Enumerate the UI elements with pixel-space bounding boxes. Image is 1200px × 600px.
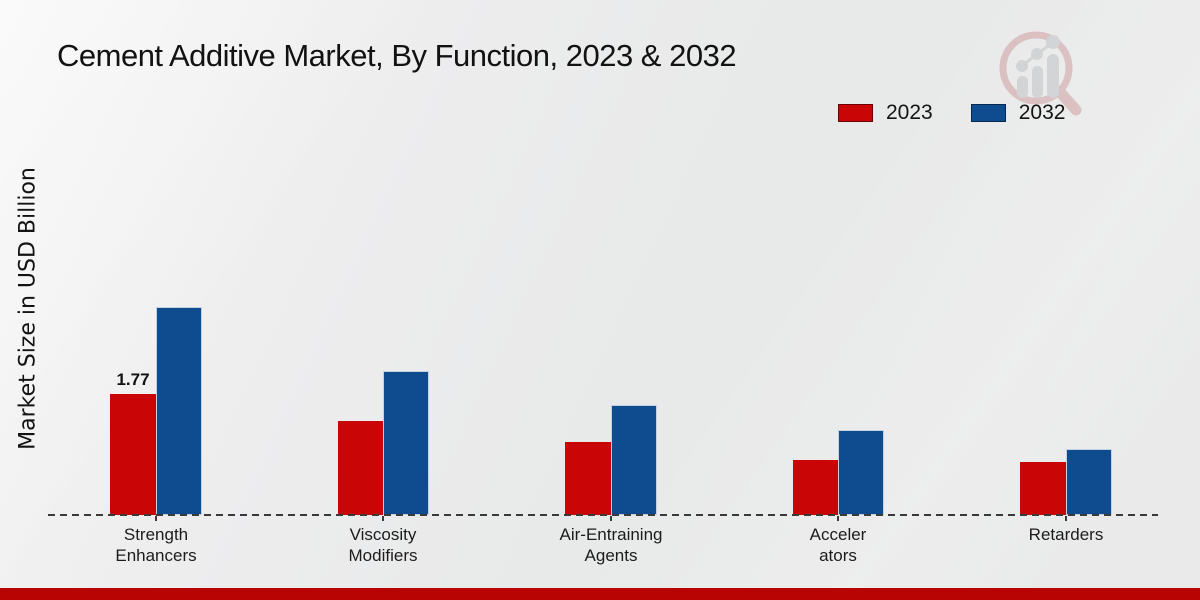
x-axis-tick: [155, 516, 157, 521]
x-axis-tick: [837, 516, 839, 521]
legend-label-2023: 2023: [886, 101, 933, 124]
bar-2023-air-entraining-agents: [565, 442, 611, 515]
category-label: Air-Entraining Agents: [559, 525, 663, 565]
magnifier-bar-chart-logo-icon: [992, 26, 1084, 127]
legend-swatch-2023: [838, 104, 873, 122]
x-axis-tick: [382, 516, 384, 521]
footer-accent-band: [0, 588, 1200, 600]
y-axis-label: Market Size in USD Billion: [15, 167, 41, 450]
logo-connector-1: [1025, 55, 1034, 65]
logo-connector-2: [1040, 44, 1049, 53]
logo-dot-2: [1031, 48, 1043, 60]
logo-dot-1: [1016, 60, 1028, 72]
bar-2032-strength-enhancers: [156, 307, 202, 515]
logo-dot-3: [1046, 35, 1060, 49]
category-label: Retarders: [1028, 525, 1104, 544]
x-axis-dashed-baseline: [48, 514, 1158, 516]
logo-bar-3: [1047, 54, 1059, 98]
x-axis-tick: [610, 516, 612, 521]
bar-2032-accelerators: [838, 430, 884, 515]
logo-bar-2: [1032, 66, 1043, 98]
bar-2032-air-entraining-agents: [611, 405, 657, 515]
category-label: Strength Enhancers: [115, 525, 197, 565]
legend: 2023 2032: [838, 101, 1065, 125]
legend-swatch-2032: [970, 104, 1006, 122]
legend-label-2032: 2032: [1018, 101, 1066, 124]
category-label: Acceler ators: [809, 525, 867, 565]
logo-bar-1: [1017, 76, 1028, 98]
bar-2023-retarders: [1020, 462, 1066, 515]
magnifier-lens: [999, 31, 1073, 105]
chart-title: Cement Additive Market, By Function, 202…: [57, 38, 737, 73]
category-label: Viscosity Modifiers: [348, 525, 418, 565]
bar-2023-viscosity-modifiers: [338, 421, 384, 515]
bar-2023-accelerators: [793, 460, 839, 515]
bar-2032-retarders: [1066, 449, 1112, 515]
bar-value-label: 1.77: [116, 370, 150, 389]
bar-2032-viscosity-modifiers: [383, 371, 429, 515]
magnifier-handle: [1054, 86, 1082, 116]
bar-2023-strength-enhancers: [110, 394, 156, 515]
x-axis-tick: [1065, 516, 1067, 521]
